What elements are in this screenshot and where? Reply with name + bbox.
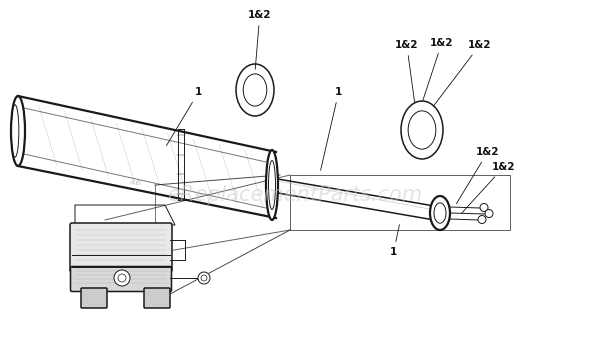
Text: 1&2: 1&2: [457, 147, 500, 203]
Text: 1: 1: [320, 87, 342, 170]
Circle shape: [198, 272, 210, 284]
Ellipse shape: [236, 64, 274, 116]
Text: 1: 1: [166, 87, 202, 146]
Text: 1&2: 1&2: [434, 40, 491, 106]
Circle shape: [478, 215, 486, 223]
Ellipse shape: [430, 196, 450, 230]
Ellipse shape: [401, 101, 443, 159]
Text: 1&2: 1&2: [423, 38, 454, 101]
Text: 1&2: 1&2: [462, 162, 516, 213]
FancyBboxPatch shape: [70, 267, 172, 291]
Text: 1: 1: [390, 225, 399, 257]
Text: eReplacementParts.com: eReplacementParts.com: [168, 185, 422, 205]
Circle shape: [485, 209, 493, 217]
Circle shape: [114, 270, 130, 286]
FancyBboxPatch shape: [81, 288, 107, 308]
Text: 1&2: 1&2: [248, 10, 271, 69]
Text: a.b.: a.b.: [130, 179, 144, 186]
FancyBboxPatch shape: [144, 288, 170, 308]
FancyBboxPatch shape: [70, 223, 172, 272]
Ellipse shape: [266, 150, 278, 220]
Text: 1&2: 1&2: [395, 40, 418, 102]
Circle shape: [480, 203, 488, 211]
